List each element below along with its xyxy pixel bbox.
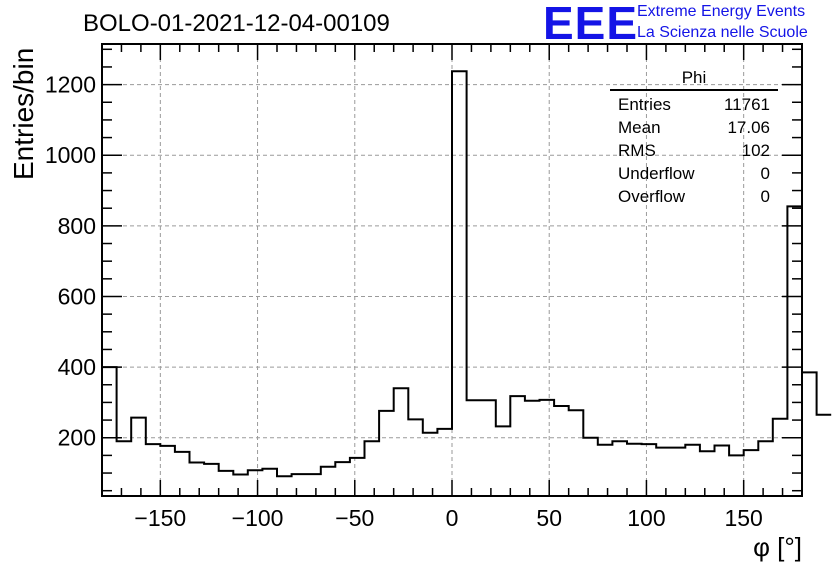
stats-row: Entries 11761 [610, 93, 778, 116]
stats-value: 0 [760, 187, 770, 206]
plot-frame [101, 43, 803, 497]
stats-value: 0 [760, 164, 770, 183]
axis-ticks [102, 44, 802, 496]
y-tick-label: 1200 [45, 72, 96, 98]
stats-row: RMS 102 [610, 139, 778, 162]
stats-box: Phi Entries 11761 Mean 17.06 RMS 102 Underf… [610, 68, 778, 208]
stats-label: Overflow [618, 187, 686, 206]
stats-label: Underflow [618, 164, 695, 183]
x-axis-label: φ [°] [753, 532, 802, 562]
stats-row: Underflow 0 [610, 162, 778, 185]
stats-label: RMS [618, 141, 656, 160]
x-tick-label: 0 [446, 505, 459, 531]
x-tick-label: −100 [232, 505, 284, 531]
stats-row: Mean 17.06 [610, 116, 778, 139]
y-tick-label: 200 [58, 425, 96, 451]
x-tick-label: −50 [335, 505, 374, 531]
y-axis-label: Entries/bin [8, 47, 39, 180]
stats-label: Mean [618, 118, 661, 137]
y-tick-label: 800 [58, 213, 96, 239]
stats-value: 11761 [723, 95, 770, 114]
eee-logo: EEE [543, 0, 639, 49]
histogram-title: BOLO-01-2021-12-04-00109 [83, 10, 390, 37]
y-tick-label: 600 [58, 283, 96, 309]
stats-label: Entries [618, 95, 671, 114]
x-tick-label: 150 [724, 505, 762, 531]
stats-title: Phi [610, 68, 778, 91]
y-tick-label: 1000 [45, 142, 96, 168]
y-tick-label: 400 [58, 354, 96, 380]
tick-labels: −150 −100 −50 0 50 100 150 200 400 600 800 1000 1200 [45, 72, 763, 531]
x-tick-label: 100 [627, 505, 665, 531]
x-tick-label: 50 [536, 505, 562, 531]
x-tick-label: −150 [134, 505, 186, 531]
stats-value: 102 [741, 141, 770, 160]
stats-row: Overflow 0 [610, 185, 778, 208]
logo-text-line1: Extreme Energy Events [637, 3, 806, 20]
histogram-step-line [102, 70, 832, 478]
logo-text-line2: La Scienza nelle Scuole [637, 24, 808, 41]
stats-value: 17.06 [727, 118, 770, 137]
